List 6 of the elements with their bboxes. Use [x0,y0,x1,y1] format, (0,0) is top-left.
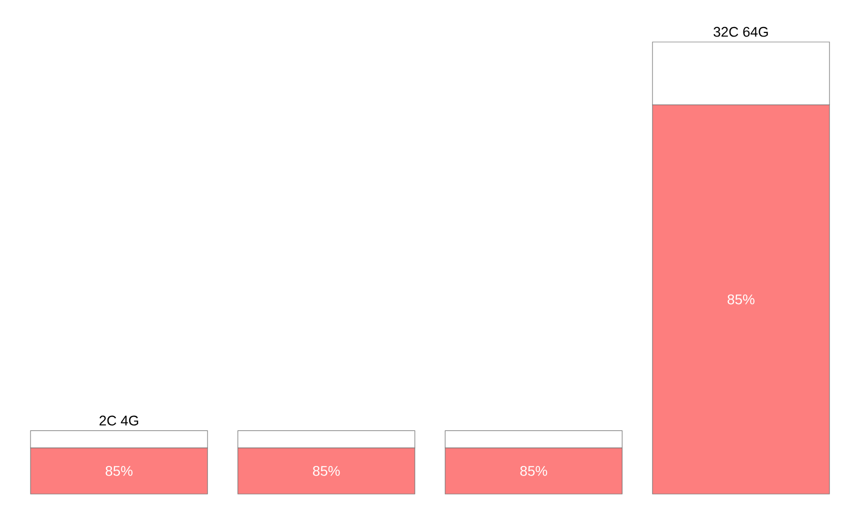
annotation: 85% [106,466,132,476]
x-tick-label: 32C 64G [714,26,768,37]
x-tick-label: 2C 4G [100,416,138,426]
annotation: 85% [312,466,340,476]
annotation: 85% [728,294,754,304]
annotation: 85% [520,466,548,476]
